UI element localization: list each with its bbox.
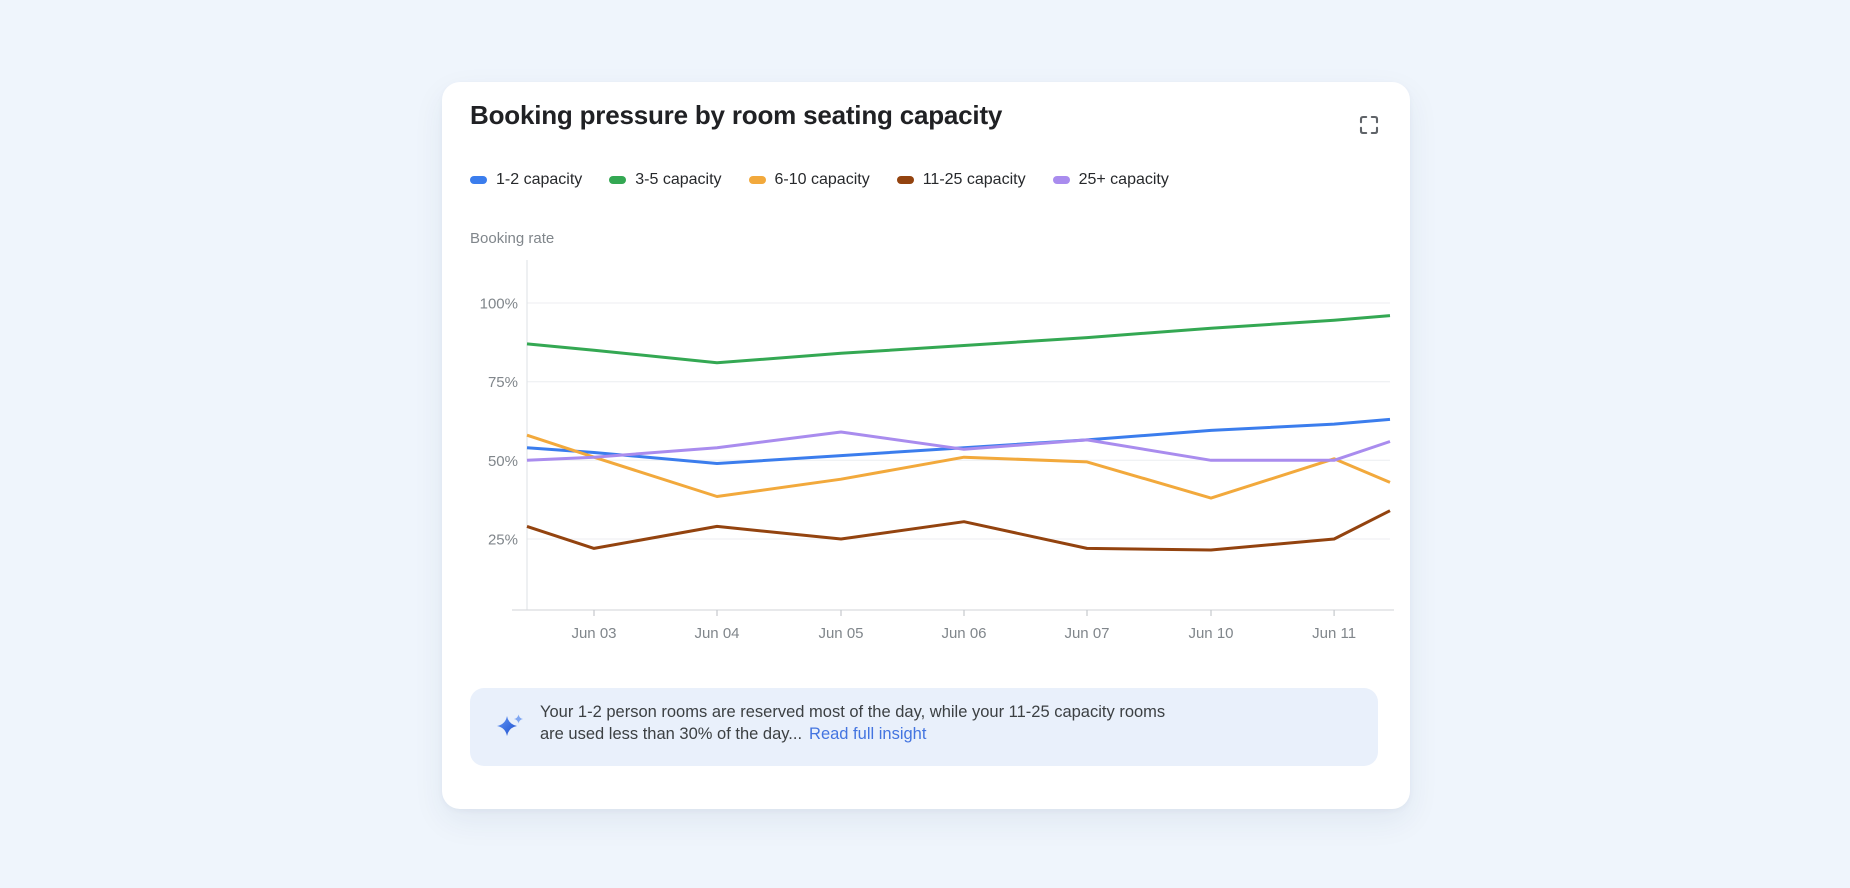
sparkle-icon bbox=[497, 714, 523, 736]
gridlines bbox=[527, 302, 1390, 540]
y-tick-labels: 100% 75% 50% 25% bbox=[480, 296, 518, 549]
legend-swatch bbox=[896, 176, 914, 184]
insight-read-more-link[interactable]: Read full insight bbox=[809, 725, 927, 743]
series-line-3-5-capacity bbox=[526, 314, 1391, 365]
x-tick-labels: Jun 03 Jun 04 Jun 05 Jun 06 Jun 07 Jun 10 Jun … bbox=[571, 625, 1356, 642]
insight-text-line2: are used less than 30% of the day... bbox=[540, 725, 803, 743]
legend-item-1-2-capacity[interactable]: 1-2 capacity bbox=[470, 171, 582, 189]
svg-text:Jun 11: Jun 11 bbox=[1312, 625, 1356, 642]
legend-swatch bbox=[609, 176, 627, 184]
svg-text:75%: 75% bbox=[488, 374, 518, 391]
x-ticks bbox=[593, 610, 1335, 616]
svg-text:Jun 03: Jun 03 bbox=[571, 625, 616, 642]
legend-item-6-10-capacity[interactable]: 6-10 capacity bbox=[748, 171, 870, 189]
line-chart[interactable]: 100%75%50%25%Jun 03 Jun 04 Jun 05 Jun 06 Jun… bbox=[442, 82, 1410, 809]
legend-swatch bbox=[470, 176, 487, 184]
svg-text:Jun 06: Jun 06 bbox=[941, 625, 986, 642]
legend-item-3-5-capacity[interactable]: 3-5 capacity bbox=[609, 171, 722, 189]
insight-text: Your 1-2 person rooms are reserved most … bbox=[540, 701, 1342, 745]
legend-item-11-25-capacity[interactable]: 11-25 capacity bbox=[896, 171, 1026, 189]
legend-label: 11-25 capacity bbox=[922, 171, 1026, 188]
legend-swatch bbox=[1052, 176, 1070, 184]
legend-label: 6-10 capacity bbox=[774, 171, 870, 188]
series-line-11-25-capacity bbox=[526, 509, 1391, 552]
series-line-6-10-capacity bbox=[526, 433, 1391, 500]
legend-item-25+-capacity[interactable]: 25+ capacity bbox=[1052, 171, 1169, 189]
svg-text:50%: 50% bbox=[488, 453, 518, 470]
expand-button[interactable] bbox=[1354, 110, 1384, 140]
series-line-1-2-capacity bbox=[526, 417, 1391, 465]
legend-label: 25+ capacity bbox=[1078, 171, 1169, 188]
legend-label: 1-2 capacity bbox=[496, 171, 583, 188]
card-title: Booking pressure by room seating capacit… bbox=[470, 100, 1003, 130]
expand-icon bbox=[1359, 115, 1379, 135]
legend-label: 3-5 capacity bbox=[635, 171, 722, 188]
svg-text:25%: 25% bbox=[488, 532, 518, 549]
svg-text:100%: 100% bbox=[480, 296, 518, 313]
svg-text:Jun 10: Jun 10 bbox=[1188, 625, 1233, 642]
chart-legend: 1-2 capacity 3-5 capacity 6-10 capacity 11-… bbox=[470, 168, 1196, 192]
svg-text:Jun 05: Jun 05 bbox=[818, 625, 863, 642]
insight-text-line1: Your 1-2 person rooms are reserved most … bbox=[540, 703, 1166, 721]
chart-card: Booking pressure by room seating capacit… bbox=[442, 82, 1410, 809]
y-axis-title: Booking rate bbox=[470, 230, 555, 247]
svg-text:Jun 04: Jun 04 bbox=[694, 625, 739, 642]
series-line-25+-capacity bbox=[526, 430, 1391, 462]
svg-text:Jun 07: Jun 07 bbox=[1064, 625, 1109, 642]
legend-swatch bbox=[748, 176, 766, 184]
insight-panel: Your 1-2 person rooms are reserved most … bbox=[470, 688, 1378, 766]
